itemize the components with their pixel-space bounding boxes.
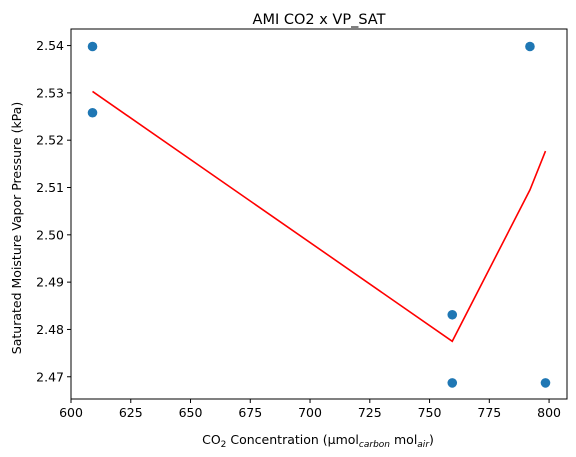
x-axis-label-part: ) (429, 432, 434, 447)
y-axis-label: Saturated Moisture Vapor Pressure (kPa) (9, 102, 24, 354)
y-tick-label: 2.51 (36, 180, 64, 195)
y-axis: 2.47 2.48 2.49 2.50 2.51 2.52 2.53 2.54 (36, 38, 71, 384)
x-axis-label-part: air (417, 440, 430, 450)
y-tick-label: 2.52 (36, 133, 64, 148)
y-tick-label: 2.47 (36, 369, 64, 384)
y-tick-label: 2.49 (36, 275, 64, 290)
axes-frame (70, 28, 568, 400)
x-axis-label: CO2​ Concentration (μmolcarbon​ molair​) (202, 432, 434, 450)
y-tick-label: 2.54 (36, 38, 64, 53)
y-tick-label: 2.53 (36, 85, 64, 100)
y-tick-label: 2.48 (36, 322, 64, 337)
scatter-point (447, 309, 458, 320)
y-tick-label: 2.50 (36, 227, 64, 242)
plot-area (87, 41, 551, 388)
scatter-point (540, 378, 551, 388)
x-tick-label: 725 (358, 405, 382, 420)
x-axis-label-part: carbon (359, 440, 390, 450)
x-tick-label: 650 (179, 405, 203, 420)
x-tick-label: 775 (477, 405, 501, 420)
x-tick-label: 700 (298, 405, 322, 420)
chart-title: AMI CO2 x VP_SAT (253, 12, 386, 28)
x-tick-label: 800 (537, 405, 561, 420)
x-tick-label: 625 (119, 405, 143, 420)
scatter-point (447, 378, 458, 388)
x-axis: 600 625 650 675 700 725 750 775 800 (59, 399, 561, 420)
x-axis-label-part: mol (390, 432, 417, 447)
x-tick-label: 750 (418, 405, 442, 420)
x-axis-label-part: 2 (221, 440, 227, 450)
x-axis-label-part: CO (202, 432, 221, 447)
scatter-point (87, 107, 98, 118)
scatter-point (525, 41, 535, 52)
x-axis-label-part: Concentration (μmol (226, 432, 359, 447)
fit-line (92, 90, 547, 343)
scatter-point (87, 41, 98, 52)
x-tick-label: 600 (59, 405, 83, 420)
x-tick-label: 675 (238, 405, 262, 420)
